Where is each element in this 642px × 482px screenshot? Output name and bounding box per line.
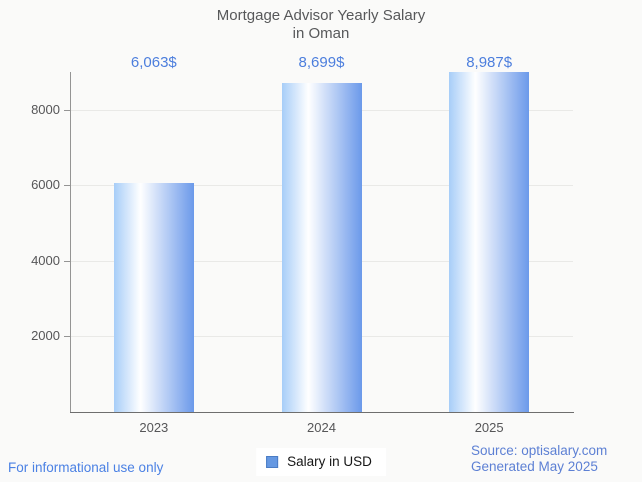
- x-tick-label-2023: 2023: [139, 420, 169, 435]
- chart-title-line1: Mortgage Advisor Yearly Salary: [216, 7, 426, 24]
- y-axis-line: [70, 72, 71, 413]
- bar-2023: [113, 182, 194, 412]
- value-label-2024: 8,699$: [298, 54, 345, 71]
- y-tick-8000: [64, 109, 70, 111]
- legend-label: Salary in USD: [287, 454, 372, 469]
- y-tick-6000: [64, 185, 70, 187]
- chart-title-line2: in Oman: [292, 25, 350, 42]
- source-line: Source: optisalary.com: [471, 443, 608, 458]
- y-tick-label-2000: 2000: [31, 328, 60, 344]
- x-tick-label-2025: 2025: [474, 420, 504, 435]
- disclaimer-text: For informational use only: [8, 460, 164, 475]
- bar-2025: [449, 72, 530, 412]
- y-tick-label-8000: 8000: [31, 101, 60, 117]
- x-tick-label-2024: 2024: [307, 420, 336, 435]
- y-tick-4000: [64, 260, 70, 262]
- y-tick-2000: [64, 336, 70, 338]
- x-axis-line: [70, 412, 574, 413]
- y-tick-label-4000: 4000: [31, 252, 60, 268]
- generated-line: Generated May 2025: [471, 459, 598, 474]
- value-label-2023: 6,063$: [130, 54, 177, 71]
- bar-2024: [281, 83, 362, 412]
- value-label-2025: 8,987$: [466, 54, 513, 71]
- source-block: Source: optisalary.com Generated May 202…: [471, 443, 607, 475]
- y-tick-label-6000: 6000: [31, 177, 60, 193]
- legend-marker-square: [266, 455, 279, 468]
- legend: Salary in USD: [256, 448, 386, 476]
- chart-title: Mortgage Advisor Yearly Salary in Oman: [0, 7, 642, 43]
